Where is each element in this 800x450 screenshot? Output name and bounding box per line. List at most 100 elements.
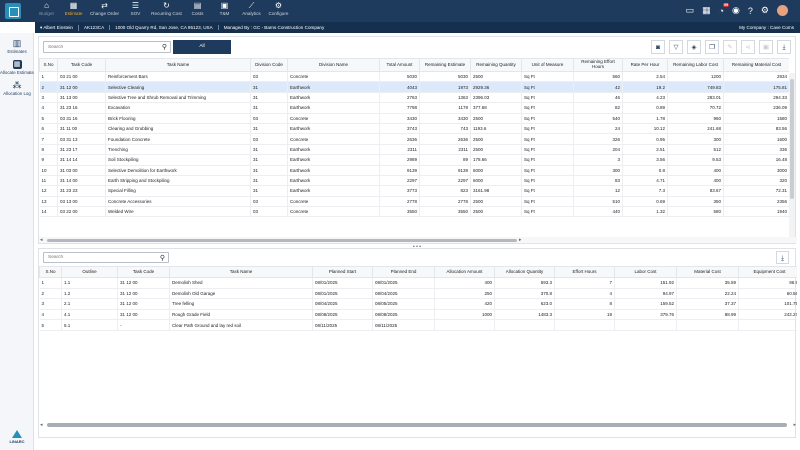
scroll-right-icon[interactable]: ▸ xyxy=(793,422,796,428)
download-icon[interactable]: ⤓ xyxy=(777,40,791,54)
brand-name: LINARC xyxy=(9,439,25,444)
drag-handle-icon[interactable]: • • • xyxy=(412,244,422,250)
table-row[interactable]: 8 31 23 17 Trenching 31 Earthwork 2311 2311 250… xyxy=(39,144,789,156)
column-header[interactable]: Remaining Estimate xyxy=(419,58,471,72)
table-row[interactable]: 2 31 12 00 Selective Clearing 31 Earthwork 40… xyxy=(39,81,789,93)
column-header[interactable]: Planned Start xyxy=(312,266,373,278)
user-selector[interactable]: ▾ Albert Einstein xyxy=(35,24,79,31)
table-row[interactable]: 1 1.1 31 12 00 Demolish Shed 08/01/2025 08/01… xyxy=(39,277,797,289)
table-row[interactable]: 7 03 31 13 Foundation Concrete 03 Concrete 26… xyxy=(39,133,789,145)
table-row[interactable]: 9 31 14 14 Soil Stockpiling 31 Earthwork 2989… xyxy=(39,154,789,166)
copy-icon[interactable]: ❐ xyxy=(705,40,719,54)
layers-icon[interactable]: ◈ xyxy=(687,40,701,54)
notification-icon[interactable]: ◔ 99 xyxy=(718,2,730,16)
view-icon[interactable]: ◉ xyxy=(732,5,740,15)
nav-item-configure[interactable]: ⚙ Configure xyxy=(266,2,291,17)
table-row[interactable]: 3 31 13 00 Selective Tree and Shrub Remova… xyxy=(39,92,789,104)
column-header[interactable]: Planned End xyxy=(372,266,435,278)
search-icon[interactable]: ⚲ xyxy=(159,254,165,262)
download-icon[interactable]: ⤓ xyxy=(776,251,789,264)
scroll-left-icon[interactable]: ◂ xyxy=(40,422,43,428)
filter-icon[interactable]: ▽ xyxy=(669,40,683,54)
table-cell: 7 xyxy=(554,277,615,289)
column-header[interactable]: Equipment Cost xyxy=(738,266,797,278)
column-header[interactable]: Task Code xyxy=(117,266,170,278)
column-header[interactable]: Remaining Effort Hours xyxy=(573,58,623,72)
share-icon[interactable]: ⋖ xyxy=(741,40,755,54)
scroll-thumb[interactable] xyxy=(47,238,517,242)
table-row[interactable]: 5 5.1- Clear Path Ground and lay red soil 0… xyxy=(39,319,797,331)
sidebar-item-allocate-estimate[interactable]: ▦ Allocate Estimate xyxy=(0,60,34,75)
avatar[interactable] xyxy=(777,5,788,16)
settings-icon[interactable]: ⚙ xyxy=(760,5,769,15)
column-header[interactable]: Total Amount xyxy=(379,58,420,72)
column-header[interactable]: Material Cost xyxy=(676,266,739,278)
column-header[interactable]: Division Name xyxy=(287,58,380,72)
edit-icon[interactable]: ✎ xyxy=(723,40,737,54)
chat-icon[interactable]: ▭ xyxy=(685,5,695,15)
sidebar-item-allocation-log[interactable]: ⁂ Allocation Log xyxy=(0,81,34,97)
table-cell: 83 xyxy=(573,175,623,187)
scroll-thumb[interactable] xyxy=(47,423,787,427)
column-header[interactable]: Remaining Quantity xyxy=(470,58,522,72)
table-row[interactable]: 4 4.1 31 12 00 Rough Grade Field 08/08/2025 0… xyxy=(39,309,797,321)
nav-item-sov[interactable]: ☰ SOV xyxy=(123,2,148,17)
search-input[interactable] xyxy=(44,44,156,50)
horizontal-scrollbar[interactable]: ◂ ▸ xyxy=(39,237,797,243)
column-header[interactable]: Rate Per Hour xyxy=(622,58,668,72)
table-row[interactable]: 4 31 23 16 Excavation 31 Earthwork 7798 1178 37… xyxy=(39,102,789,114)
column-header[interactable]: Allocation Quantity xyxy=(494,266,555,278)
nav-item-analytics[interactable]: ⟋ Analytics xyxy=(239,2,264,17)
table-row[interactable]: 6 31 11 00 Clearing and Grubbing 31 Earthwor… xyxy=(39,123,789,135)
column-header[interactable]: Labor Cost xyxy=(614,266,677,278)
nav-item-budget[interactable]: ⌂ Budget xyxy=(34,2,59,17)
panel-resize-handle[interactable]: • • • xyxy=(38,244,796,250)
vertical-scrollbar[interactable] xyxy=(789,73,795,238)
filter-all-button[interactable]: All xyxy=(173,40,231,54)
table-row[interactable]: 11 31 14 00 Earth Stripping and Stockpilin… xyxy=(39,175,789,187)
column-header[interactable]: Effort Hours xyxy=(554,266,615,278)
table-cell: 5030 xyxy=(379,71,420,83)
brand-mark-icon xyxy=(12,430,22,438)
table-row[interactable]: 13 03 13 00 Concrete Accessories 03 Concrete… xyxy=(39,196,789,208)
table-cell: 2356 xyxy=(723,196,789,208)
horizontal-scrollbar[interactable]: ◂ ▸ xyxy=(39,421,797,428)
column-header[interactable]: Allocation Amount xyxy=(434,266,495,278)
column-header[interactable]: Task Name xyxy=(169,266,313,278)
column-header[interactable]: Remaining Material Cost xyxy=(723,58,789,72)
column-header[interactable]: Task Name xyxy=(105,58,251,72)
column-header[interactable]: Task Code xyxy=(57,58,106,72)
nav-item-estimate[interactable]: ▦ Estimate xyxy=(61,2,86,17)
calendar-icon[interactable]: ▦ xyxy=(702,5,711,15)
table-cell: 300 xyxy=(573,165,623,176)
table-row[interactable]: 3 2.1 31 12 00 Tree felling 08/04/2025 08/05/… xyxy=(39,298,797,310)
scroll-right-icon[interactable]: ▸ xyxy=(519,237,522,243)
table-row[interactable]: 10 31 03 00 Selective Demolition for Earth… xyxy=(39,165,789,176)
column-header[interactable]: S.No xyxy=(39,58,58,72)
nav-item-costs[interactable]: ▤ Costs xyxy=(185,2,210,17)
app-logo[interactable] xyxy=(5,3,21,19)
help-icon[interactable]: ? xyxy=(747,5,753,16)
column-header[interactable]: Unit of Measure xyxy=(521,58,574,72)
nav-item-change-order[interactable]: ⇄ Change Order xyxy=(88,2,121,17)
scroll-thumb[interactable] xyxy=(790,79,794,199)
column-header[interactable]: Division Code xyxy=(250,58,288,72)
nav-item-t-m[interactable]: ▣ T&M xyxy=(212,2,237,17)
table-row[interactable]: 5 03 31 16 Brick Flooring 03 Concrete 3430 343… xyxy=(39,113,789,124)
column-header[interactable]: S.No xyxy=(39,266,62,278)
table-row[interactable]: 12 31 23 23 Special Filling 31 Earthwork 3773… xyxy=(39,185,789,197)
table-cell: 9.53 xyxy=(667,154,724,166)
table-row[interactable]: 1 03 21 00 Reinforcement Bars 03 Concrete 503… xyxy=(39,71,789,83)
table-cell: 2.1 xyxy=(61,298,118,310)
table-row[interactable]: 14 03 22 00 Welded Wire 03 Concrete 3550 3550 2… xyxy=(39,206,789,218)
nav-item-recurring-cost[interactable]: ↻ Recurring Cost xyxy=(150,2,183,17)
table-row[interactable]: 2 1.2 31 12 00 Demolish Old Garage 08/01/202… xyxy=(39,288,797,300)
camera-icon[interactable]: ◙ xyxy=(651,40,665,54)
sidebar-item-estimates[interactable]: ▥ Estimates xyxy=(0,39,34,55)
column-header[interactable]: Remaining Labor Cost xyxy=(667,58,724,72)
scroll-left-icon[interactable]: ◂ xyxy=(40,237,43,243)
allocation-search-input[interactable] xyxy=(44,255,154,260)
column-header[interactable]: Outline xyxy=(61,266,118,278)
search-icon[interactable]: ⚲ xyxy=(161,44,167,51)
save-icon[interactable]: ▣ xyxy=(759,40,773,54)
